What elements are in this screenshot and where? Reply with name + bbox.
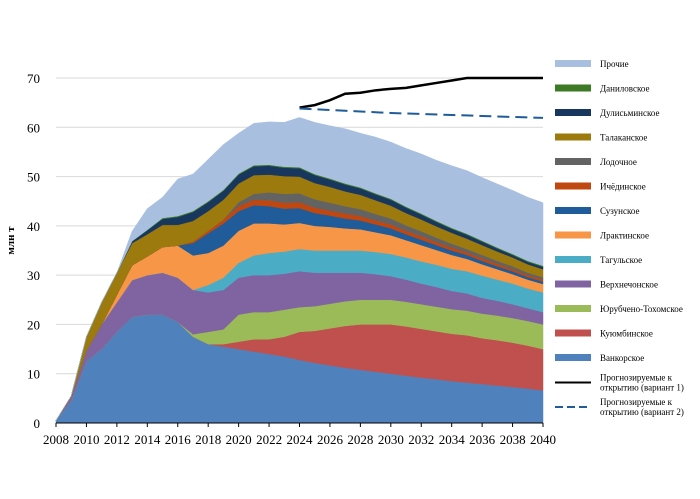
y-axis-label: млн т [5,226,17,255]
legend-swatch [555,182,591,190]
legend-swatch [555,354,591,361]
y-tick-label: 50 [27,170,40,185]
legend-label: Прогнозируемые к открытию (вариант 1) [600,373,684,393]
legend-label: Лодочное [600,157,637,167]
legend-label: Ванкорское [600,353,644,363]
y-tick-label: 0 [34,416,41,431]
forecast-line-2 [299,107,544,119]
y-tick-label: 60 [27,120,40,135]
legend-swatch [555,207,591,214]
legend-label: Сузунское [600,206,639,216]
legend-label: Прочие [600,59,629,69]
legend-label-line: Прогнозируемые к [600,373,673,383]
legend-label: Талаканское [600,133,647,143]
legend-label: Юрубчено-Тохомское [600,304,683,314]
y-tick-label: 70 [27,71,40,86]
legend-swatch [555,133,591,141]
x-tick-label: 2012 [104,432,130,447]
x-tick-label: 2008 [43,432,69,447]
x-tick-label: 2016 [165,432,192,447]
x-tick-label: 2040 [530,432,556,447]
x-tick-label: 2020 [226,432,252,447]
y-tick-label: 40 [27,219,40,234]
y-tick-label: 20 [27,317,40,332]
legend-label: Прогнозируемые к открытию (вариант 2) [600,397,684,417]
area-series-12 [55,117,544,421]
forecast-lines [299,76,544,119]
legend-swatch [555,231,591,239]
y-tick-label: 10 [27,367,40,382]
x-tick-label: 2032 [408,432,434,447]
legend-swatch [555,305,591,312]
legend-swatch [555,256,591,263]
legend-swatch [555,60,591,67]
legend-label: Верхнечонское [600,280,658,290]
stacked-areas [55,117,544,424]
x-tick-label: 2022 [256,432,282,447]
x-tick-label: 2034 [439,432,466,447]
x-tick-label: 2038 [500,432,526,447]
legend-label-line: открытию (вариант 2) [600,407,684,417]
legend: Прочие Даниловское Дулисьминское Талаканско… [555,59,684,417]
legend-swatch [555,280,591,288]
legend-swatch [555,158,591,165]
y-tick-label: 30 [27,268,40,283]
x-tick-label: 2014 [134,432,161,447]
x-tick-label: 2024 [287,432,314,447]
legend-label: Даниловское [600,84,649,94]
legend-label-line: открытию (вариант 1) [600,383,684,393]
legend-label: Лрактинское [600,231,649,241]
x-tick-label: 2030 [378,432,404,447]
legend-label: Дулисьминское [600,108,660,118]
x-tick-label: 2026 [317,432,344,447]
legend-label: Куюмбинское [600,329,653,339]
legend-label: Ичёдинское [600,182,646,192]
legend-label-line: Прогнозируемые к [600,397,673,407]
x-tick-label: 2010 [73,432,99,447]
legend-swatch [555,329,591,337]
x-tick-label: 2018 [195,432,221,447]
legend-swatch [555,84,591,92]
legend-swatch [555,109,591,116]
x-tick-label: 2028 [347,432,373,447]
forecast-line-1 [299,76,543,109]
x-tick-label: 2036 [469,432,496,447]
legend-label: Тагульское [600,255,642,265]
